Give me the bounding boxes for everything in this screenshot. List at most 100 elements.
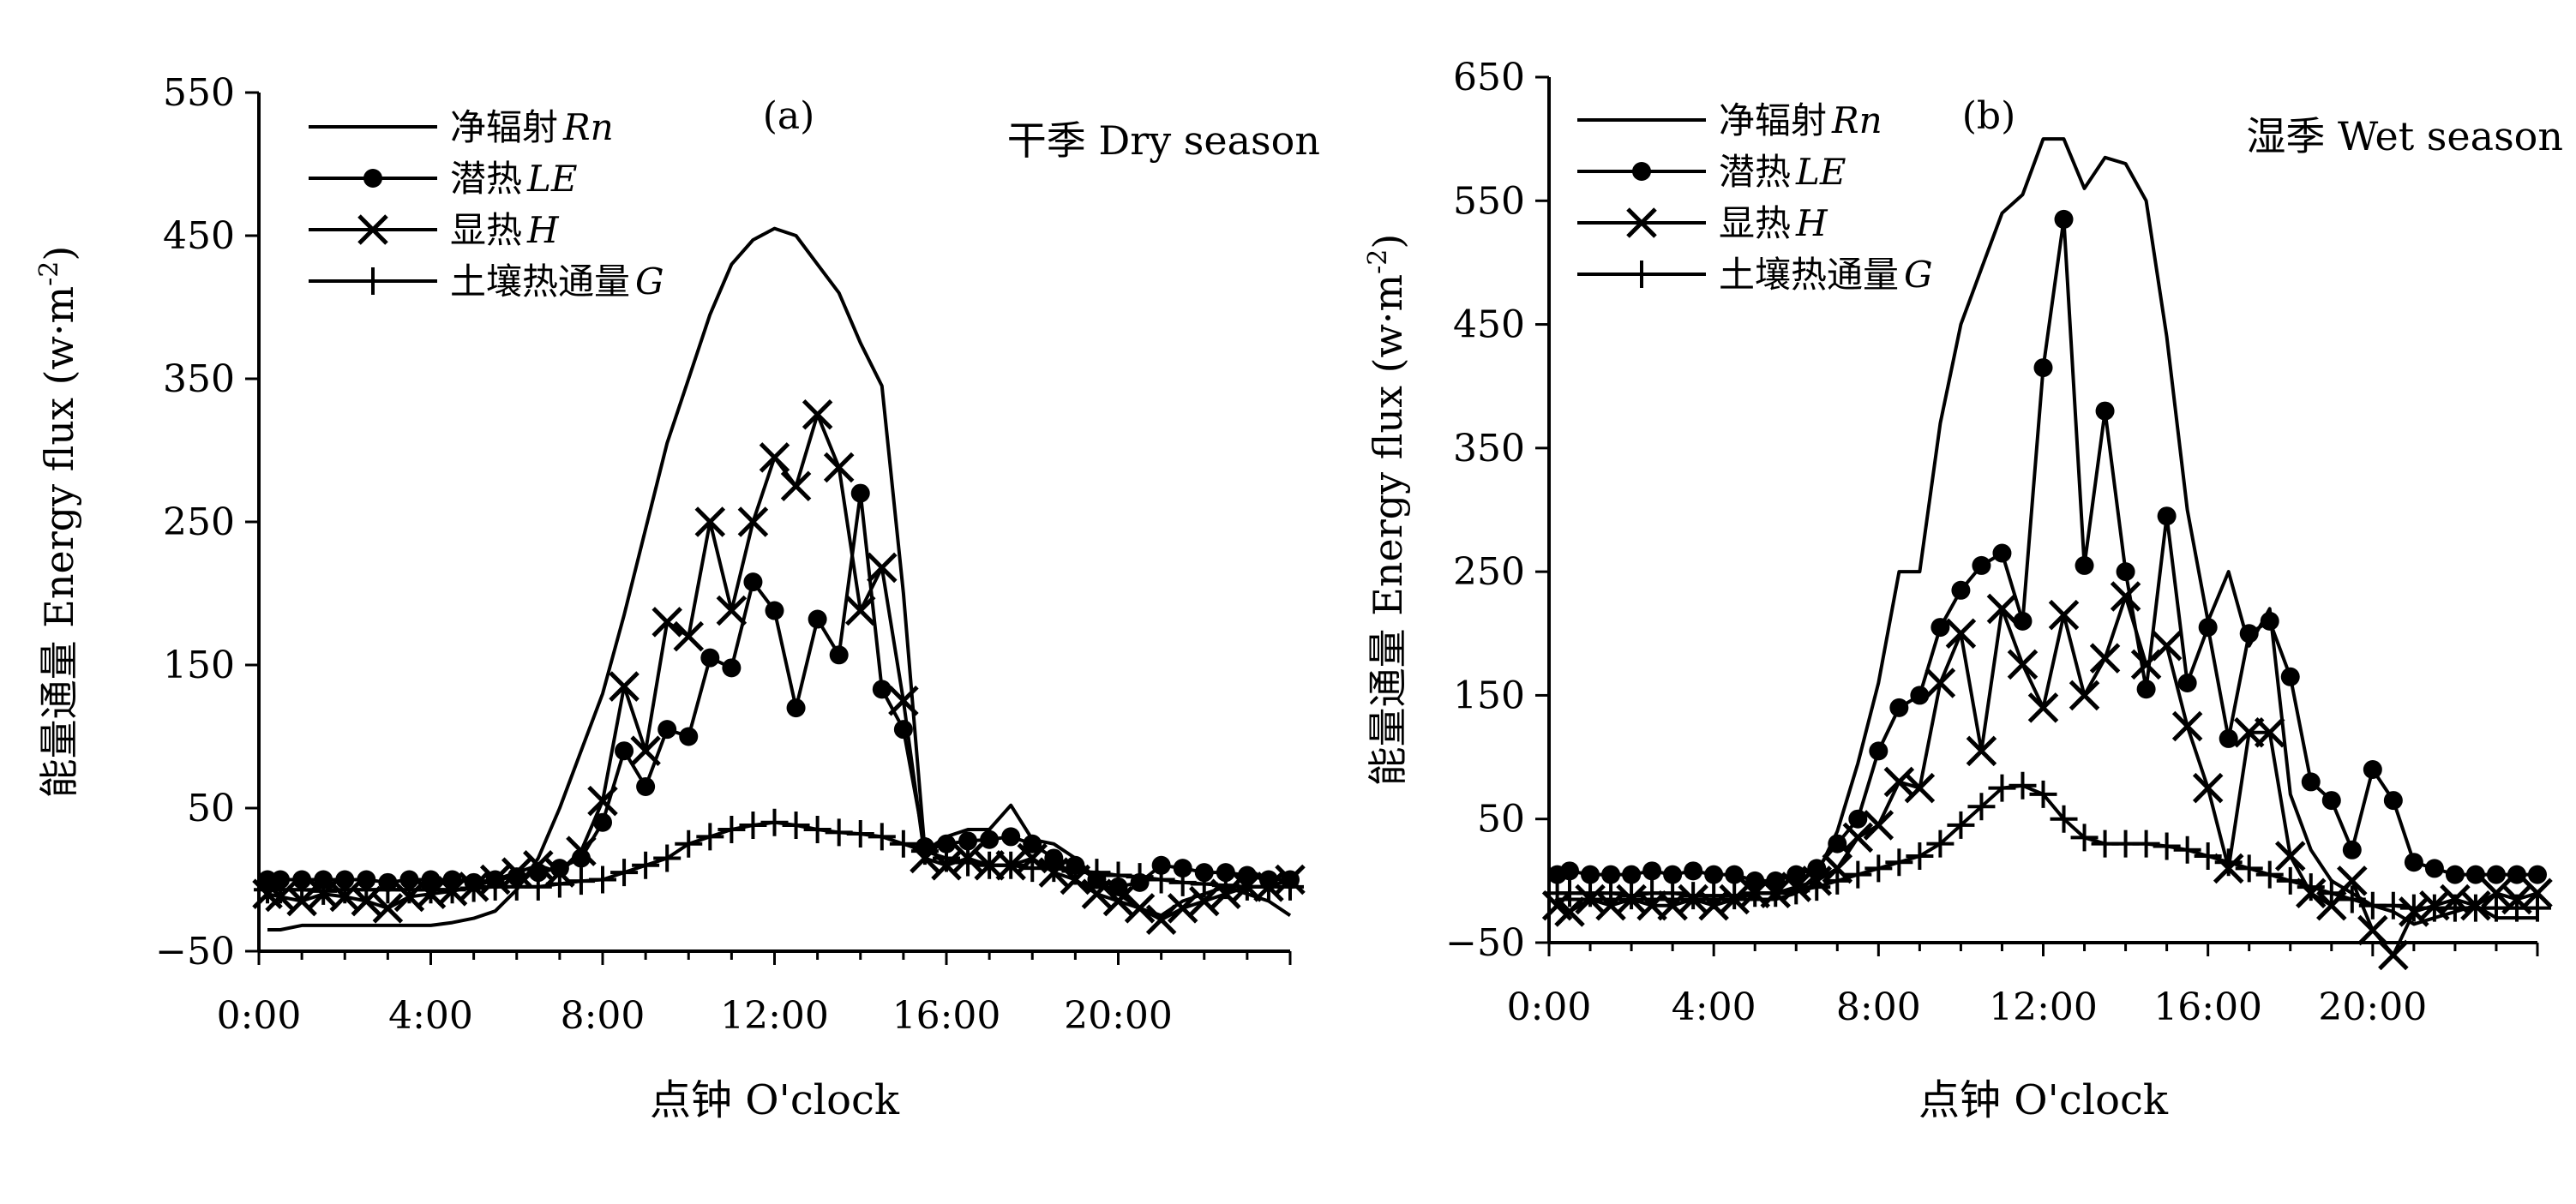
- data-point: [1988, 774, 2016, 802]
- data-point: [1863, 810, 1894, 841]
- data-point: [549, 859, 569, 878]
- data-point: [2297, 873, 2325, 902]
- y-tick-label: 150: [1453, 674, 1525, 717]
- chart-panel-b: −50 50 150 250 350 450 550 650 0:00 4:00 8:00 12:00…: [1337, 0, 2576, 1201]
- y-tick-label: 50: [187, 787, 235, 830]
- data-point: [786, 698, 806, 718]
- data-point: [593, 812, 612, 832]
- data-point: [2132, 830, 2160, 858]
- y-tick-label: 450: [1453, 303, 1525, 347]
- data-point: [737, 506, 769, 537]
- data-point: [2274, 841, 2306, 872]
- data-point: [910, 837, 939, 866]
- data-point: [1126, 863, 1154, 891]
- data-point: [2194, 842, 2222, 870]
- series-H: [252, 398, 1306, 936]
- data-point: [2029, 780, 2057, 808]
- data-point: [1951, 580, 1971, 600]
- data-point: [2260, 611, 2279, 631]
- data-point: [1945, 618, 1977, 650]
- data-point: [1864, 854, 1893, 883]
- legend-label-name: 土壤热通量: [450, 261, 630, 302]
- data-point: [2173, 836, 2201, 864]
- data-point: [1930, 618, 1950, 638]
- data-point: [2033, 358, 2053, 378]
- x-tick-label: 8:00: [1836, 985, 1921, 1029]
- y-tick-label: 550: [1453, 179, 1525, 223]
- data-point: [1725, 865, 1744, 884]
- data-point: [636, 776, 656, 796]
- data-point: [524, 872, 552, 901]
- legend-label-name: 净辐射: [1719, 99, 1827, 141]
- data-point: [675, 830, 703, 858]
- data-point: [1083, 859, 1111, 887]
- data-point: [2069, 680, 2100, 711]
- x-tick-label: 16:00: [2153, 985, 2262, 1029]
- data-point: [1618, 882, 1646, 910]
- y-axis-title-text: 能量通量 Energy flux (w·m: [1365, 274, 1411, 787]
- data-point: [2013, 611, 2033, 631]
- data-point: [2342, 840, 2362, 860]
- data-point: [610, 859, 639, 887]
- data-point: [2486, 865, 2506, 884]
- data-point: [1848, 809, 1868, 829]
- y-axis-title: 能量通量 Energy flux (w·m-2): [1363, 234, 1411, 787]
- data-point: [1883, 766, 1915, 798]
- data-point: [1601, 865, 1621, 884]
- data-point: [1560, 861, 1580, 881]
- data-point: [1889, 698, 1909, 717]
- data-point: [1167, 893, 1198, 924]
- data-point: [2321, 791, 2341, 811]
- data-point: [2219, 728, 2238, 748]
- data-point: [1904, 772, 1936, 804]
- data-point: [1842, 822, 1874, 854]
- data-point: [823, 452, 855, 483]
- y-tick-label: 250: [163, 500, 235, 544]
- data-point: [2153, 832, 2181, 860]
- chart-title: 干季 Dry season: [1007, 117, 1320, 164]
- legend-label-symbol: H: [1795, 202, 1828, 244]
- data-point: [1782, 877, 1810, 905]
- data-point: [1151, 855, 1171, 875]
- data-point: [2116, 562, 2135, 582]
- data-point: [587, 785, 618, 817]
- data-point: [2378, 939, 2409, 971]
- legend-label-name: 潜热: [450, 158, 522, 200]
- data-point: [2379, 891, 2407, 919]
- data-point: [1828, 834, 1847, 854]
- series-LE: [258, 483, 1300, 896]
- data-point: [2110, 581, 2141, 612]
- data-point: [1967, 793, 1996, 821]
- data-point: [1276, 872, 1304, 901]
- data-point: [1986, 593, 2018, 625]
- legend-marker: [1628, 261, 1655, 288]
- data-point: [1040, 854, 1068, 883]
- data-point: [658, 720, 677, 740]
- x-axis-title: 点钟 O'clock: [650, 1076, 900, 1124]
- x-tick-label: 0:00: [217, 994, 302, 1038]
- data-point: [653, 844, 682, 872]
- panel-label: (a): [763, 94, 815, 138]
- legend-label-symbol: G: [635, 261, 664, 302]
- data-point: [501, 857, 532, 888]
- series-G: [1543, 771, 2551, 922]
- data-point: [2254, 716, 2285, 748]
- data-point: [2465, 865, 2485, 884]
- data-point: [718, 816, 746, 844]
- legend-marker: [357, 214, 388, 245]
- legend-label: 潜热 LE: [1719, 151, 1846, 193]
- data-point: [1081, 878, 1113, 909]
- legend-item: 土壤热通量 G: [1577, 254, 1933, 296]
- y-axis-title-close: ): [1365, 234, 1411, 249]
- data-point: [1992, 543, 2012, 563]
- data-point: [1581, 865, 1600, 884]
- data-point: [765, 601, 784, 620]
- data-point: [1844, 860, 1872, 889]
- legend-label-symbol: LE: [526, 158, 578, 200]
- data-point: [372, 893, 404, 924]
- data-point: [954, 848, 982, 877]
- data-point: [743, 572, 763, 592]
- data-point: [2054, 209, 2074, 229]
